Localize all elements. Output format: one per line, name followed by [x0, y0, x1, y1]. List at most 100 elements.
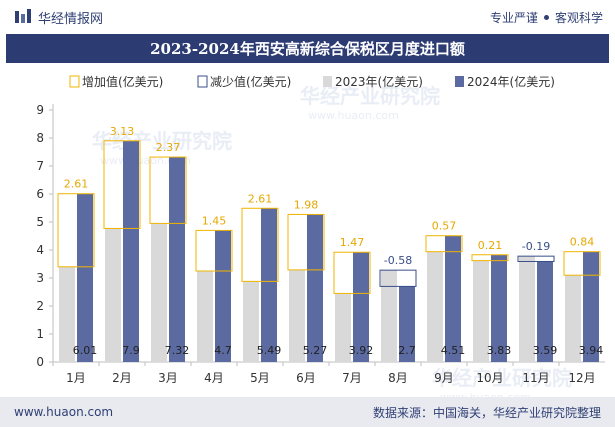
change-label: 0.84 — [570, 236, 595, 249]
watermark-text: 华经产业研究院 — [300, 84, 440, 108]
bar-2023 — [243, 281, 259, 362]
bar-2024 — [77, 193, 93, 362]
increase-bracket — [195, 229, 233, 272]
axes: 0 1 2 3 4 5 6 7 8 9 1月 2月 3月 4月 5月 6月 7月 8月 9月 10月 11月 12月 — [36, 103, 605, 385]
value-label-2024: 4.7 — [214, 344, 232, 357]
slogan-right: 客观科学 — [554, 10, 603, 25]
legend-swatch — [455, 76, 464, 87]
bar-2024 — [215, 230, 231, 362]
change-label: 2.61 — [248, 192, 273, 205]
change-label: 0.57 — [432, 220, 457, 233]
legend-label: 2024年(亿美元) — [467, 74, 555, 89]
increase-bracket — [287, 213, 325, 271]
watermark-url: www.huaon.com — [308, 109, 399, 122]
x-tick-label: 9月 — [434, 371, 454, 385]
value-label-2024: 7.32 — [165, 344, 190, 357]
bar-2024 — [537, 261, 553, 362]
decrease-bracket — [379, 269, 417, 287]
bar-2024 — [491, 254, 507, 362]
watermark-text: 华经产业研究院 — [432, 366, 572, 390]
legend-swatch — [197, 75, 208, 88]
change-label: 1.45 — [202, 214, 227, 227]
bar-2024 — [583, 251, 599, 362]
change-label: 0.21 — [478, 239, 503, 252]
value-label-2024: 5.49 — [257, 344, 282, 357]
bar-2023 — [197, 271, 213, 362]
bar-2023 — [381, 270, 397, 362]
change-label: -0.19 — [522, 240, 550, 253]
change-label: 1.47 — [340, 236, 365, 249]
bar-2023 — [151, 223, 167, 362]
y-tick-label: 9 — [36, 103, 44, 117]
separator-dot-icon — [543, 14, 549, 20]
y-tick-label: 5 — [36, 215, 44, 229]
legend-label: 减少值(亿美元) — [210, 74, 291, 89]
y-tick-label: 4 — [36, 243, 44, 257]
bar-2023 — [105, 228, 121, 362]
increase-bracket — [57, 193, 95, 268]
increase-bracket — [241, 207, 279, 282]
change-label: 1.98 — [294, 198, 319, 211]
change-label: -0.58 — [384, 254, 412, 267]
slogan-left: 专业严谨 — [489, 10, 538, 25]
bar-2023 — [59, 266, 75, 362]
value-label-2024: 3.59 — [533, 344, 558, 357]
legend: 增加值(亿美元) 减少值(亿美元) 2023年(亿美元) 2024年(亿美元) — [69, 74, 555, 89]
bar-2024 — [169, 157, 185, 362]
legend-swatch — [69, 75, 80, 88]
watermark-url: www.huaon.com — [440, 391, 531, 397]
value-label-2024: 6.01 — [73, 344, 98, 357]
legend-label: 2023年(亿美元) — [335, 74, 423, 89]
footer-bar: www.huaon.com 数据来源：中国海关，华经产业研究院整理 — [0, 397, 615, 427]
change-label: 2.37 — [156, 141, 181, 154]
bar-2024 — [399, 286, 415, 362]
increase-bracket — [333, 251, 371, 294]
increase-bracket — [563, 251, 601, 276]
increase-bracket — [471, 254, 509, 262]
x-tick-label: 7月 — [342, 371, 362, 385]
bar-2024 — [261, 208, 277, 362]
value-label-2024: 2.7 — [398, 344, 416, 357]
brand-logo-icon — [15, 9, 31, 23]
x-tick-label: 6月 — [296, 371, 316, 385]
bar-2023 — [335, 293, 351, 362]
bar-2023 — [565, 275, 581, 362]
x-tick-label: 12月 — [568, 371, 595, 385]
bars — [57, 140, 601, 362]
legend-swatch — [323, 76, 332, 87]
x-tick-label: 8月 — [388, 371, 408, 385]
value-label-2024: 3.94 — [579, 344, 604, 357]
y-tick-label: 0 — [36, 355, 44, 369]
bar-2024 — [123, 140, 139, 362]
footer-source: 数据来源：中国海关，华经产业研究院整理 — [372, 405, 601, 420]
bar-2023 — [427, 251, 443, 362]
increase-bracket — [103, 140, 141, 229]
chart-title: 2023-2024年西安高新综合保税区月度进口额 — [150, 40, 465, 58]
brand[interactable]: 华经情报网 — [14, 8, 103, 27]
bar-2023 — [473, 260, 489, 362]
value-label-2024: 3.83 — [487, 344, 512, 357]
x-tick-label: 1月 — [66, 371, 86, 385]
increase-bracket — [149, 156, 187, 224]
y-tick-label: 2 — [36, 299, 44, 313]
bar-2024 — [445, 235, 461, 362]
change-label: 3.13 — [110, 125, 135, 138]
footer-website[interactable]: www.huaon.com — [14, 405, 114, 419]
bar-2024 — [307, 214, 323, 362]
bar-2023 — [519, 256, 535, 362]
value-label-2024: 4.51 — [441, 344, 466, 357]
x-tick-label: 11月 — [522, 371, 549, 385]
bar-2024 — [353, 252, 369, 362]
slogan: 专业严谨 客观科学 — [490, 9, 603, 26]
decrease-bracket — [517, 255, 555, 262]
x-tick-label: 5月 — [250, 371, 270, 385]
y-tick-label: 1 — [36, 327, 44, 341]
header-bar: 华经情报网 专业严谨 客观科学 — [0, 0, 615, 34]
x-tick-label: 10月 — [476, 371, 503, 385]
value-label-2024: 7.9 — [122, 344, 140, 357]
chart-title-bar: 2023-2024年西安高新综合保税区月度进口额 — [6, 34, 609, 63]
watermarks: 华经产业研究院www.huaon.com华经产业研究院www.huaon.com… — [92, 84, 572, 397]
value-label-2024: 3.92 — [349, 344, 374, 357]
labels: 2.61 6.01 3.13 7.9 2.37 7.32 1.45 4.7 2.61 5.49 1.… — [64, 125, 604, 357]
increase-bracket — [425, 235, 463, 253]
